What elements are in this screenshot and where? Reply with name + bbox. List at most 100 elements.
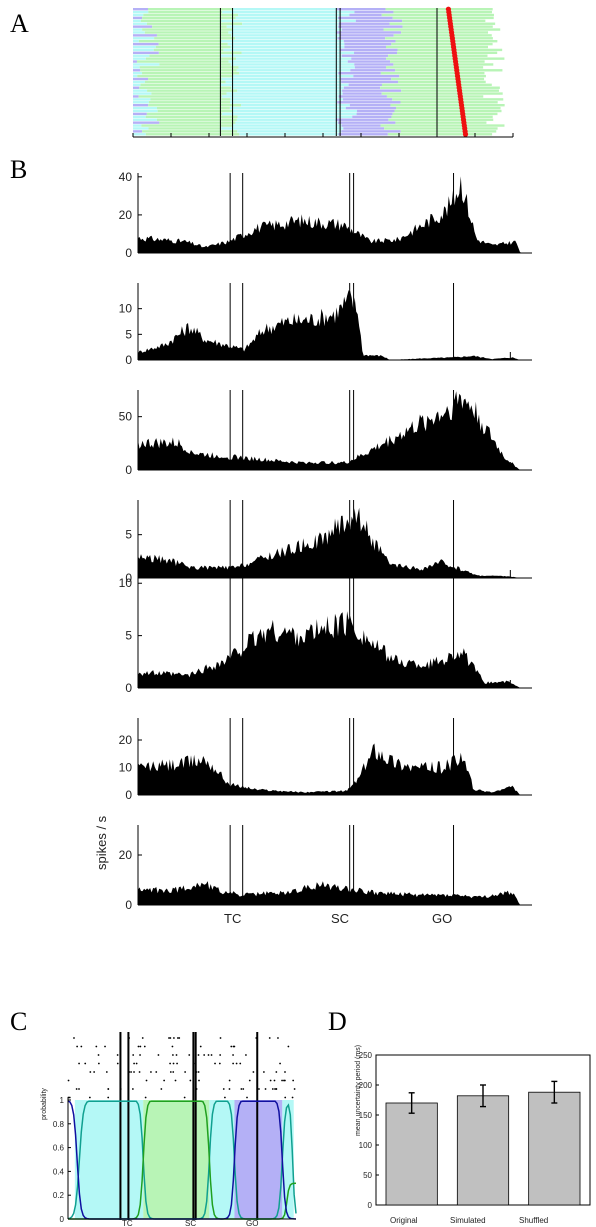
raster-state-segment (394, 109, 502, 113)
raster-state-segment (155, 45, 231, 49)
raster-state-segment (133, 101, 149, 104)
raster-state-segment (341, 54, 389, 57)
raster-state-segment (222, 10, 355, 14)
raster-state-segment (345, 106, 397, 110)
raster-state-segment (402, 19, 486, 23)
raster-state-segment (133, 104, 149, 107)
spike-dot (116, 1054, 119, 1056)
y-tick-label: 10 (119, 761, 133, 775)
raster-state-segment (158, 42, 228, 46)
raster-state-segment (356, 112, 393, 116)
raster-state-segment (144, 31, 229, 34)
raster-state-segment (146, 22, 243, 25)
spike-dot (67, 1079, 70, 1082)
spike-dot (222, 1088, 225, 1090)
psth-area (138, 881, 532, 905)
raster-state-segment (138, 40, 222, 43)
raster-state-segment (354, 63, 394, 66)
spike-dot (150, 1071, 152, 1073)
panel-c-tick-sc: SC (185, 1219, 196, 1227)
raster-state-segment (133, 37, 155, 40)
raster-state-segment (343, 98, 393, 101)
spike-dot (107, 1096, 110, 1099)
raster-state-segment (351, 57, 387, 60)
raster-state-segment (154, 37, 236, 40)
raster-state-segment (390, 104, 505, 107)
spike-dot (89, 1071, 92, 1073)
y-tick-label: 20 (119, 733, 133, 747)
raster-state-segment (354, 10, 394, 14)
spike-dot (242, 1088, 245, 1090)
spike-dot (172, 1071, 175, 1073)
spike-dot (116, 1062, 119, 1065)
y-tick-label: 50 (119, 410, 133, 424)
raster-state-segment (149, 54, 221, 57)
spike-dot (197, 1071, 200, 1073)
raster-state-segment (133, 19, 141, 23)
raster-state-segment (338, 95, 387, 98)
raster-state-segment (133, 51, 159, 55)
raster-state-segment (142, 28, 233, 31)
raster-state-segment (380, 124, 505, 127)
panel-d-bar-chart: 0 50 100 150 200 250 (359, 1051, 591, 1210)
raster-state-segment (336, 31, 402, 34)
raster-state-segment (238, 66, 355, 69)
raster-state-segment (355, 19, 403, 23)
bar (385, 1102, 438, 1206)
raster-state-segment (145, 133, 240, 136)
raster-state-segment (242, 22, 339, 25)
raster-state-segment (239, 133, 339, 136)
raster-state-segment (402, 25, 493, 28)
y-tick-label: 5 (125, 528, 132, 542)
y-tick-label: 0 (125, 788, 132, 802)
raster-state-segment (231, 86, 344, 89)
raster-state-segment (393, 63, 494, 66)
raster-state-segment (133, 118, 157, 121)
spike-dot (133, 1071, 135, 1073)
raster-state-segment (349, 13, 382, 17)
raster-state-segment (241, 104, 350, 107)
spike-dot (230, 1045, 233, 1048)
raster-state-segment (344, 45, 387, 49)
raster-state-segment (338, 16, 393, 20)
raster-state-segment (337, 121, 396, 124)
raster-state-segment (147, 89, 238, 92)
spike-dot (135, 1062, 138, 1065)
raster-state-segment (153, 48, 224, 52)
raster-state-segment (221, 95, 339, 98)
spike-dot (184, 1071, 187, 1073)
spike-dot (93, 1071, 96, 1073)
spike-dot (269, 1079, 272, 1082)
spike-dot (292, 1079, 295, 1082)
raster-state-segment (392, 16, 494, 20)
raster-state-segment (241, 51, 355, 55)
raster-state-segment (137, 74, 233, 78)
raster-state-segment (133, 127, 149, 130)
spike-dot (160, 1088, 163, 1090)
bar-label-simulated: Simulated (450, 1216, 486, 1225)
raster-state-segment (220, 83, 349, 87)
raster-state-segment (384, 127, 498, 130)
y-tick-label: 250 (359, 1051, 373, 1060)
spike-dot (281, 1079, 283, 1082)
raster-state-segment (354, 51, 398, 55)
spike-dot (78, 1088, 80, 1090)
spike-dot (138, 1071, 141, 1073)
spike-dot (239, 1062, 242, 1065)
raster-state-segment (147, 8, 234, 11)
raster-state-segment (229, 106, 346, 110)
spike-dot (67, 1096, 70, 1099)
raster-state-segment (396, 106, 501, 110)
raster-state-segment (236, 118, 336, 121)
raster-state-segment (337, 101, 401, 104)
raster-state-segment (236, 57, 352, 60)
raster-state-segment (133, 54, 150, 57)
raster-state-segment (159, 121, 236, 124)
raster-state-segment (341, 80, 399, 84)
spike-dot (131, 1088, 134, 1090)
psth-area (138, 391, 532, 470)
raster-state-segment (239, 72, 339, 75)
raster-state-segment (133, 10, 149, 14)
raster-state-segment (133, 83, 141, 87)
raster-state-segment (226, 25, 339, 28)
